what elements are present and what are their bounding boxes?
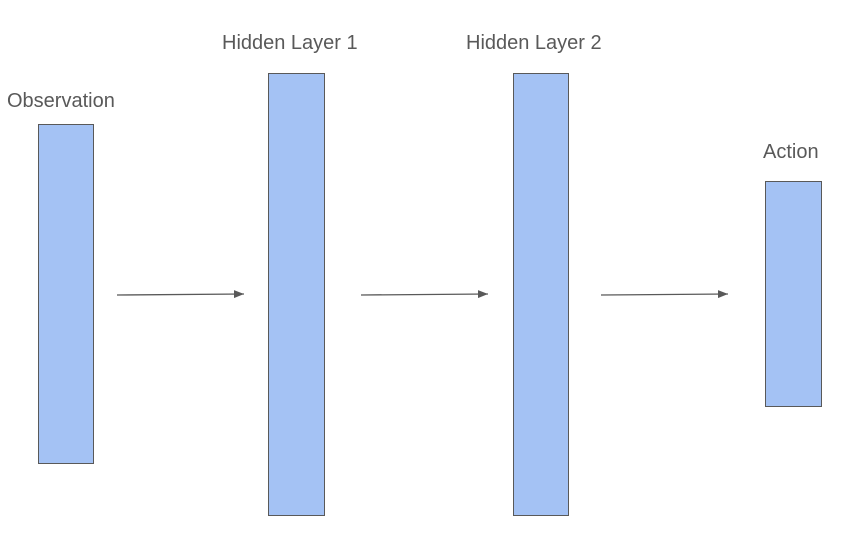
hidden-layer-2-label: Hidden Layer 2: [466, 32, 602, 54]
hidden-layer-2-box: [513, 73, 569, 516]
hidden-layer-1-label: Hidden Layer 1: [222, 32, 358, 54]
observation-layer-box: [38, 124, 94, 464]
arrow-hidden-2-to-action: [600, 290, 729, 299]
action-layer-box: [765, 181, 822, 407]
arrow-observation-to-hidden-1: [116, 290, 245, 299]
hidden-layer-1-box: [268, 73, 325, 516]
action-label: Action: [763, 141, 819, 163]
arrow-hidden-1-to-hidden-2: [360, 290, 489, 299]
observation-label: Observation: [7, 90, 115, 112]
